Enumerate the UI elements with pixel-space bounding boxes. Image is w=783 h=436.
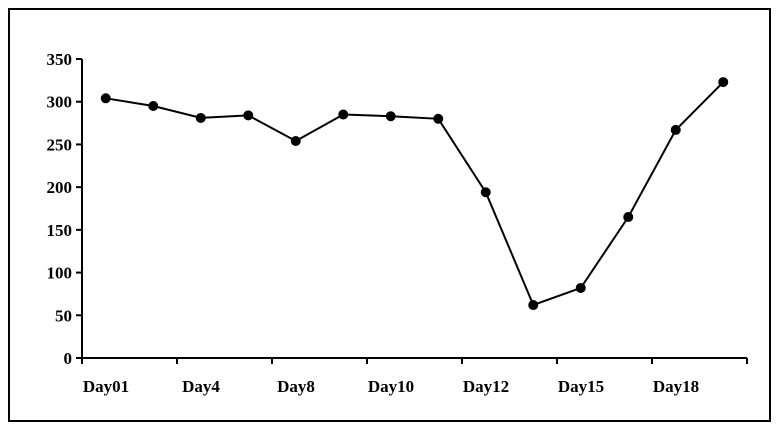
data-point <box>338 109 349 120</box>
data-point <box>385 111 396 122</box>
data-point <box>480 187 491 198</box>
y-tick-label: 200 <box>47 178 73 197</box>
x-tick-label: Day10 <box>368 377 414 396</box>
data-point <box>195 112 206 123</box>
axes <box>81 59 747 359</box>
y-tick-label: 300 <box>47 93 73 112</box>
y-tick-label: 50 <box>55 306 72 325</box>
series-line <box>105 81 725 307</box>
y-tick-label: 150 <box>47 221 73 240</box>
y-tick-label: 0 <box>64 349 73 368</box>
y-tick-label: 350 <box>47 50 73 69</box>
data-point <box>100 93 111 104</box>
data-point <box>148 100 159 111</box>
data-point <box>670 124 681 135</box>
x-tick-label: Day8 <box>277 377 315 396</box>
x-axis-ticks: Day01 Day4 Day8 Day10 Day12 Day15 Day18 <box>81 358 748 396</box>
data-point <box>433 113 444 124</box>
y-tick-label: 100 <box>47 264 73 283</box>
data-point <box>290 136 301 147</box>
data-point <box>718 77 729 88</box>
x-tick-label: Day4 <box>182 377 220 396</box>
series-markers <box>100 77 729 311</box>
y-tick-label: 250 <box>47 135 73 154</box>
data-point <box>243 110 254 121</box>
data-point <box>528 300 539 311</box>
x-tick-label: Day18 <box>653 377 699 396</box>
chart-frame <box>8 8 771 422</box>
x-tick-label: Day12 <box>463 377 509 396</box>
x-tick-label: Day15 <box>558 377 604 396</box>
series-polyline <box>105 81 725 307</box>
data-point <box>575 282 586 293</box>
y-axis-ticks: 0 50 100 150 200 250 300 350 <box>47 50 82 368</box>
data-point <box>623 212 634 223</box>
x-tick-label: Day01 <box>83 377 129 396</box>
